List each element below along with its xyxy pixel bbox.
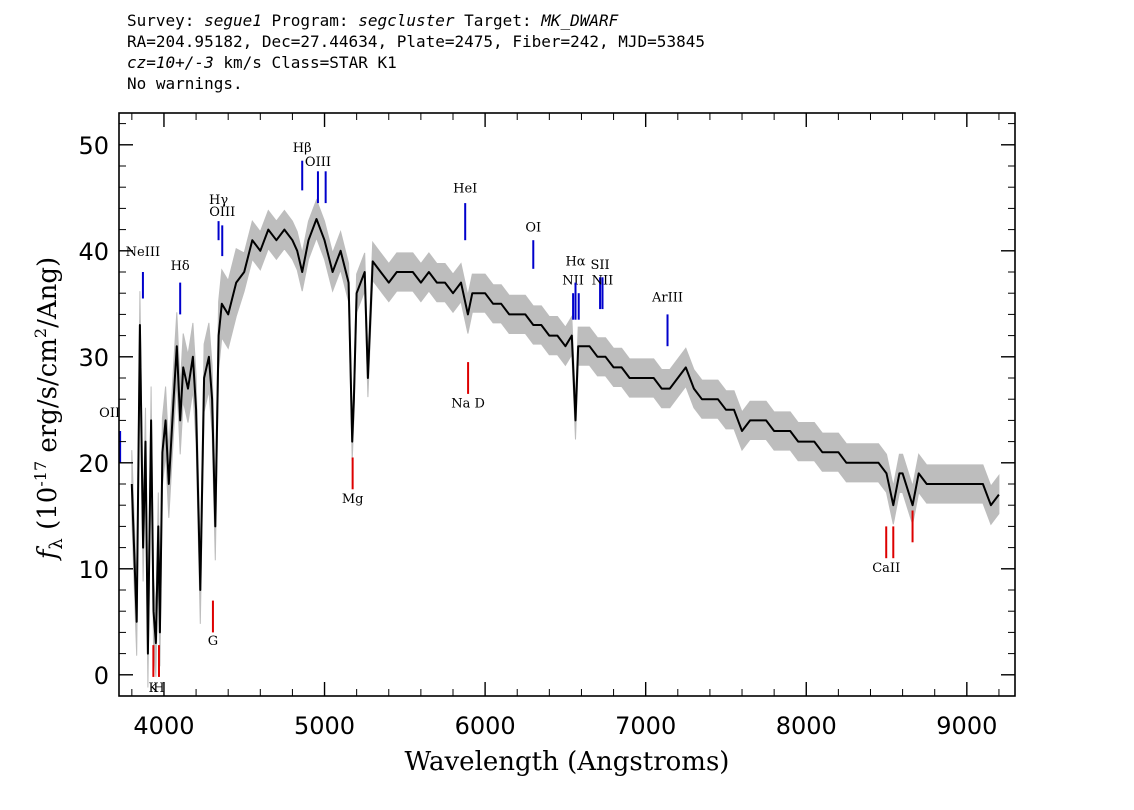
line-label-1: NeIII [126, 245, 160, 260]
x-tick-label: 4000 [133, 712, 194, 740]
line1-5: MK_DWARF [541, 11, 619, 30]
line-label-16: K [149, 681, 159, 696]
spectrum-header: Survey: segue1 Program: segcluster Targe… [127, 10, 705, 94]
line-label-4: OIII [209, 205, 235, 220]
line-label-6: OIII [305, 155, 331, 170]
y-axis-title: fλ (10-17 erg/s/cm2/Ang) [31, 257, 67, 561]
x-tick-label: 7000 [615, 712, 676, 740]
x-axis-title: Wavelength (Angstroms) [405, 747, 730, 777]
line-label-9: OI [525, 221, 541, 236]
flux-line-layer [130, 218, 1000, 655]
flux-line [130, 218, 1000, 655]
y-tick-label: 10 [78, 556, 109, 584]
header-line-redshift-class: cz=10+/-3 km/s Class=STAR K1 [127, 52, 705, 73]
y-tick-label: 20 [78, 450, 109, 478]
line-label-13: SII [590, 258, 609, 273]
line-label-3: Hγ [209, 193, 228, 208]
line1-0: Survey: [127, 11, 205, 30]
line3-1: km/s Class=STAR K1 [213, 53, 397, 72]
x-tick-label: 8000 [776, 712, 837, 740]
line-label-8: HeI [453, 182, 477, 197]
axis-ticks-layer: 4000 5000 6000 7000 8000 9000 0 10 20 30 40 50 [78, 113, 1015, 740]
plot-frame [118, 112, 1016, 697]
line-label-18: G [208, 634, 218, 649]
line-label-20: Na D [451, 397, 485, 412]
line-label-21: CaII [872, 561, 900, 576]
y-tick-label: 40 [78, 238, 109, 266]
line-label-17: H [153, 681, 164, 696]
line-label-15: ArIII [651, 291, 683, 306]
line-label-19: Mg [342, 492, 364, 507]
line-label-11: Hα [565, 255, 585, 270]
line1-4: Target: [454, 11, 542, 30]
line-label-5: Hβ [293, 141, 312, 156]
line1-3: segcluster [358, 11, 455, 30]
line-label-2: Hδ [171, 259, 190, 274]
header-line-coordinates: RA=204.95182, Dec=27.44634, Plate=2475, … [127, 32, 705, 51]
line1-1: segue1 [204, 11, 262, 30]
header-line-survey: Survey: segue1 Program: segcluster Targe… [127, 10, 705, 31]
line1-2: Program: [261, 11, 359, 30]
y-tick-label: 0 [94, 662, 109, 690]
line3-0: cz=10+/-3 [127, 53, 214, 72]
header-line-warnings: No warnings. [127, 74, 243, 93]
x-tick-label: 9000 [936, 712, 997, 740]
line-label-0: OII [99, 406, 120, 421]
x-tick-label: 5000 [294, 712, 355, 740]
line-label-14: NII [592, 274, 614, 289]
line-label-10: NII [562, 274, 584, 289]
y-tick-label: 50 [78, 132, 109, 160]
x-tick-label: 6000 [455, 712, 516, 740]
y-tick-label: 30 [78, 344, 109, 372]
